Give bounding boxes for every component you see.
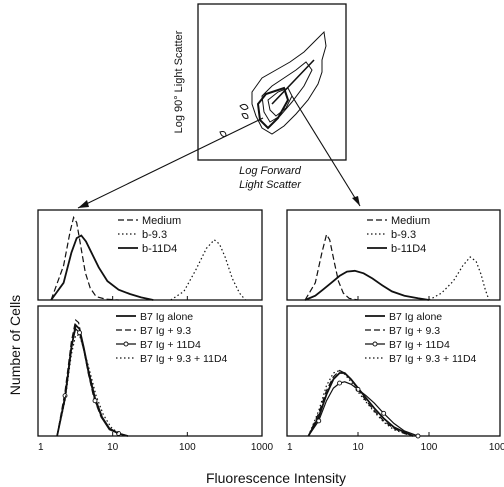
arrow-left-line [77, 117, 264, 209]
panel-frame [37, 305, 263, 437]
series-marker [62, 393, 68, 399]
arrow-right-line [291, 95, 361, 207]
legend-label-0: B7 Ig alone [140, 311, 193, 323]
inner-gate-contour [267, 87, 293, 117]
scatter-gate-panel: Log 90° Light Scatter Log Forward Light … [173, 3, 347, 191]
x-tick-label-1000: 1000 [251, 442, 274, 453]
series-marker [77, 330, 82, 336]
x-tick-label-1: 1 [38, 442, 44, 453]
series-line-2 [50, 234, 154, 301]
legend-label-1: B7 Ig + 9.3 [140, 325, 191, 337]
gate-right-diagonal [271, 59, 315, 105]
series-marker [381, 410, 387, 416]
legend-label-0: B7 Ig alone [389, 311, 442, 323]
x-axis-label: Fluorescence Intensity [206, 470, 346, 486]
scatter-plot-frame [197, 3, 347, 161]
series-line-0 [50, 215, 119, 301]
series-line-3 [307, 369, 414, 437]
legend-label-2: B7 Ig + 11D4 [389, 339, 450, 351]
scatter-xlabel-line2: Light Scatter [239, 179, 302, 191]
legend-label-2: b-11D4 [391, 243, 426, 255]
legend-label-2: B7 Ig + 11D4 [140, 339, 201, 351]
arrow-right-head [352, 196, 360, 206]
series-line-2 [56, 327, 129, 437]
panel-top-right: Medium b-9.3 b-11D4 [286, 209, 501, 301]
panel-top-left: Medium b-9.3 b-11D4 [37, 209, 263, 301]
series-marker [92, 398, 98, 404]
x-tick-label-10: 10 [352, 442, 364, 453]
outer-gate-contour [251, 30, 327, 135]
legend-label-3: B7 Ig + 9.3 + 11D4 [389, 353, 477, 365]
legend-label-0: Medium [391, 215, 430, 227]
series-marker [415, 433, 421, 439]
histogram-panels: Medium b-9.3 b-11D4 Medium b-9.3 b-11D4 B7 Ig … [37, 209, 504, 453]
x-tick-label-1000: 1000 [489, 442, 504, 453]
legend-label-3: B7 Ig + 9.3 + 11D4 [140, 353, 228, 365]
series-marker [316, 418, 322, 424]
x-tick-label-10: 10 [107, 442, 119, 453]
legend-label-1: b-9.3 [142, 229, 167, 241]
small-contour-1 [239, 103, 249, 111]
gate-arrows [77, 95, 361, 209]
series-line-0 [304, 233, 359, 301]
x-tick-label-100: 100 [421, 442, 438, 453]
panel-bottom-right: B7 Ig alone B7 Ig + 9.3 B7 Ig + 11D4 B7 Ig … [286, 305, 504, 453]
series-marker [337, 380, 343, 386]
series-line-1 [428, 256, 490, 301]
scatter-ylabel: Log 90° Light Scatter [173, 30, 185, 133]
panel-bottom-left: B7 Ig alone B7 Ig + 9.3 B7 Ig + 11D4 B7 Ig … [37, 305, 274, 453]
small-contour-3 [219, 131, 227, 137]
legend-label-1: b-9.3 [391, 229, 416, 241]
series-line-2 [304, 269, 430, 301]
legend-label-0: Medium [142, 215, 181, 227]
series-line-1 [307, 369, 414, 437]
legend-label-2: b-11D4 [142, 243, 177, 255]
panel-frame [286, 209, 501, 301]
legend-marker [372, 341, 378, 347]
y-axis-label: Number of Cells [7, 295, 23, 395]
x-tick-label-1: 1 [287, 442, 293, 453]
x-tick-label-100: 100 [179, 442, 196, 453]
small-contour-2 [241, 113, 249, 119]
series-line-1 [170, 238, 246, 301]
scatter-xlabel-line1: Log Forward [239, 165, 302, 177]
arrow-left-head [78, 200, 89, 208]
legend-label-1: B7 Ig + 9.3 [389, 325, 440, 337]
panel-frame [286, 305, 501, 437]
legend-marker [123, 341, 129, 347]
middle-gate-contour [261, 61, 313, 123]
gate-left-box [256, 86, 290, 130]
